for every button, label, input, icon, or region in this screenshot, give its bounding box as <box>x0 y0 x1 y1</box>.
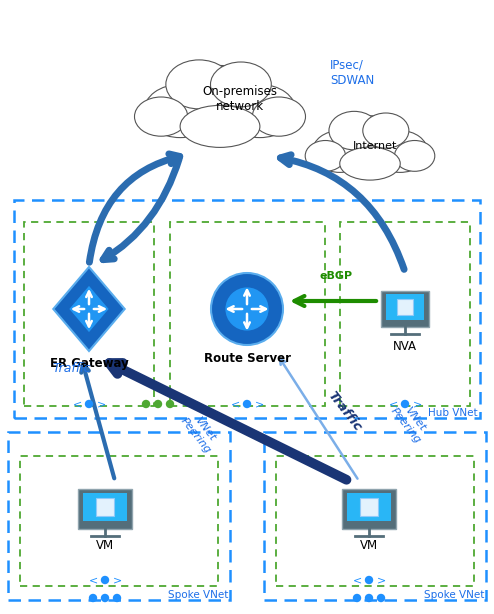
Text: >: > <box>412 399 421 409</box>
Circle shape <box>211 273 283 345</box>
Bar <box>264 432 486 600</box>
Text: VM: VM <box>96 539 114 552</box>
Ellipse shape <box>168 66 272 142</box>
Text: eBGP: eBGP <box>320 271 353 281</box>
FancyBboxPatch shape <box>83 493 127 521</box>
Text: VM: VM <box>360 539 378 552</box>
FancyArrowPatch shape <box>103 158 179 260</box>
FancyBboxPatch shape <box>78 489 132 529</box>
Text: <: < <box>388 399 398 409</box>
Ellipse shape <box>373 131 428 173</box>
Circle shape <box>402 400 409 408</box>
Ellipse shape <box>340 147 400 180</box>
Circle shape <box>366 577 372 583</box>
Bar <box>8 432 230 600</box>
Ellipse shape <box>305 141 345 171</box>
Bar <box>170 222 325 406</box>
Bar <box>20 456 218 586</box>
Text: On-premises
network: On-premises network <box>203 85 278 113</box>
Bar <box>24 222 154 406</box>
FancyBboxPatch shape <box>386 294 424 320</box>
FancyBboxPatch shape <box>397 299 412 315</box>
Text: >: > <box>112 575 122 585</box>
Text: Traffic: Traffic <box>326 389 365 434</box>
Bar <box>14 200 480 418</box>
Text: <: < <box>88 575 98 585</box>
Text: Spoke VNet: Spoke VNet <box>167 590 228 600</box>
Circle shape <box>155 400 162 408</box>
Circle shape <box>377 594 384 602</box>
Ellipse shape <box>252 97 305 136</box>
Circle shape <box>85 400 92 408</box>
FancyArrowPatch shape <box>280 359 358 479</box>
Text: NVA: NVA <box>393 340 417 353</box>
FancyArrowPatch shape <box>109 363 346 480</box>
FancyArrowPatch shape <box>281 155 404 270</box>
Circle shape <box>244 400 250 408</box>
Ellipse shape <box>330 116 410 176</box>
Text: IPsec/
SDWAN: IPsec/ SDWAN <box>330 59 374 87</box>
FancyBboxPatch shape <box>381 291 429 327</box>
FancyArrowPatch shape <box>294 296 376 306</box>
Circle shape <box>101 577 109 583</box>
Bar <box>276 456 474 586</box>
Circle shape <box>101 594 109 602</box>
Ellipse shape <box>312 131 367 173</box>
Circle shape <box>89 594 96 602</box>
Text: <: < <box>352 575 362 585</box>
Text: VNet
Peering: VNet Peering <box>388 399 432 446</box>
Text: VNet
Peering: VNet Peering <box>178 409 221 456</box>
FancyBboxPatch shape <box>342 489 396 529</box>
Ellipse shape <box>224 84 296 138</box>
Text: ER Gateway: ER Gateway <box>49 357 128 370</box>
FancyBboxPatch shape <box>361 499 377 516</box>
Circle shape <box>166 400 173 408</box>
Polygon shape <box>53 267 124 351</box>
Circle shape <box>114 594 121 602</box>
Bar <box>340 222 470 406</box>
Ellipse shape <box>134 97 188 136</box>
Ellipse shape <box>166 60 232 109</box>
Text: Hub VNet: Hub VNet <box>428 408 478 418</box>
Text: Route Server: Route Server <box>204 352 290 365</box>
Ellipse shape <box>144 84 216 138</box>
Ellipse shape <box>395 141 435 171</box>
Text: >: > <box>254 399 264 409</box>
FancyBboxPatch shape <box>96 499 114 516</box>
Polygon shape <box>69 286 109 332</box>
Circle shape <box>366 594 372 602</box>
Circle shape <box>354 594 361 602</box>
Text: Traffic: Traffic <box>52 362 90 376</box>
FancyArrowPatch shape <box>82 364 114 478</box>
Ellipse shape <box>210 62 271 107</box>
Text: >: > <box>376 575 386 585</box>
Circle shape <box>225 287 269 330</box>
FancyArrowPatch shape <box>89 154 180 262</box>
Text: <: < <box>73 399 82 409</box>
Ellipse shape <box>180 106 260 147</box>
Text: <: < <box>230 399 240 409</box>
Text: >: > <box>96 399 106 409</box>
Circle shape <box>142 400 150 408</box>
Ellipse shape <box>329 111 379 150</box>
Text: Spoke VNet: Spoke VNet <box>424 590 484 600</box>
Text: Internet: Internet <box>353 141 397 151</box>
Ellipse shape <box>363 113 409 148</box>
FancyBboxPatch shape <box>347 493 391 521</box>
